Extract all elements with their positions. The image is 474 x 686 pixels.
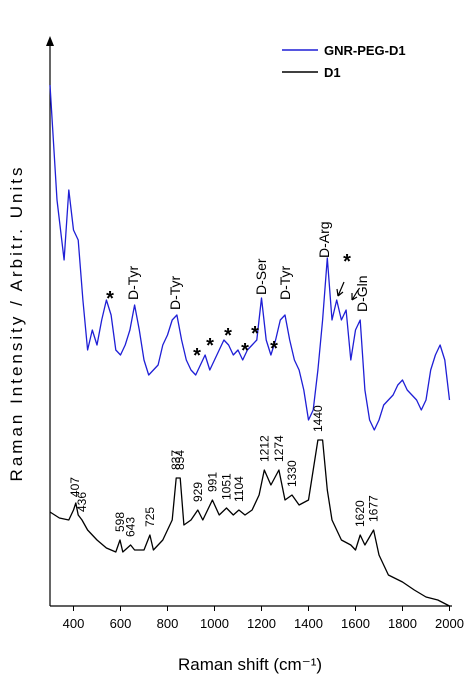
annotation: * [106, 288, 114, 310]
peak-label: 991 [205, 472, 219, 492]
peak-label: 643 [124, 517, 138, 537]
annotation: D-Tyr [125, 265, 141, 300]
peak-label: 1104 [232, 476, 246, 502]
peak-label: 1440 [311, 405, 325, 432]
y-axis-label: Raman Intensity / Arbitr. Units [7, 165, 26, 482]
peak-label: 598 [113, 512, 127, 532]
legend-label: D1 [324, 65, 341, 80]
x-tick-label: 400 [63, 616, 85, 631]
x-tick-label: 800 [157, 616, 179, 631]
x-tick-label: 1400 [294, 616, 323, 631]
peak-label: 1212 [257, 435, 271, 462]
peak-label: 1051 [219, 473, 233, 500]
annotation-arrow [336, 281, 345, 297]
x-tick-label: 1200 [247, 616, 276, 631]
x-axis-label: Raman shift (cm⁻¹) [178, 655, 322, 674]
x-tick-label: 2000 [435, 616, 464, 631]
annotation-arrow [351, 289, 359, 301]
annotation: * [251, 323, 259, 345]
peak-label: 1274 [272, 435, 286, 462]
peak-label: 436 [75, 492, 89, 512]
annotation: * [270, 338, 278, 360]
x-tick-label: 600 [110, 616, 132, 631]
annotation: D-Gln [354, 275, 370, 312]
series-line [49, 84, 451, 431]
annotation: * [241, 340, 249, 362]
peak-label: 1620 [353, 500, 367, 527]
peak-label: 1330 [285, 460, 299, 487]
annotation: D-Arg [316, 221, 332, 258]
peak-label: 407 [68, 477, 82, 497]
annotation: * [343, 251, 351, 273]
legend-label: GNR-PEG-D1 [324, 43, 406, 58]
x-tick-label: 1800 [388, 616, 417, 631]
peak-label: 725 [143, 507, 157, 527]
annotation: D-Ser [253, 258, 269, 295]
peak-label: 1677 [367, 495, 381, 522]
series-line [49, 439, 450, 607]
x-tick-label: 1600 [341, 616, 370, 631]
annotation: * [206, 335, 214, 357]
y-axis-arrow [46, 36, 54, 46]
annotation: * [224, 325, 232, 347]
annotation: D-Tyr [167, 275, 183, 310]
peak-label: 854 [173, 450, 187, 470]
x-tick-label: 1000 [200, 616, 229, 631]
peak-label: 837 [169, 450, 183, 470]
annotation: D-Tyr [277, 265, 293, 300]
peak-label: 929 [191, 482, 205, 502]
annotation: * [193, 345, 201, 367]
